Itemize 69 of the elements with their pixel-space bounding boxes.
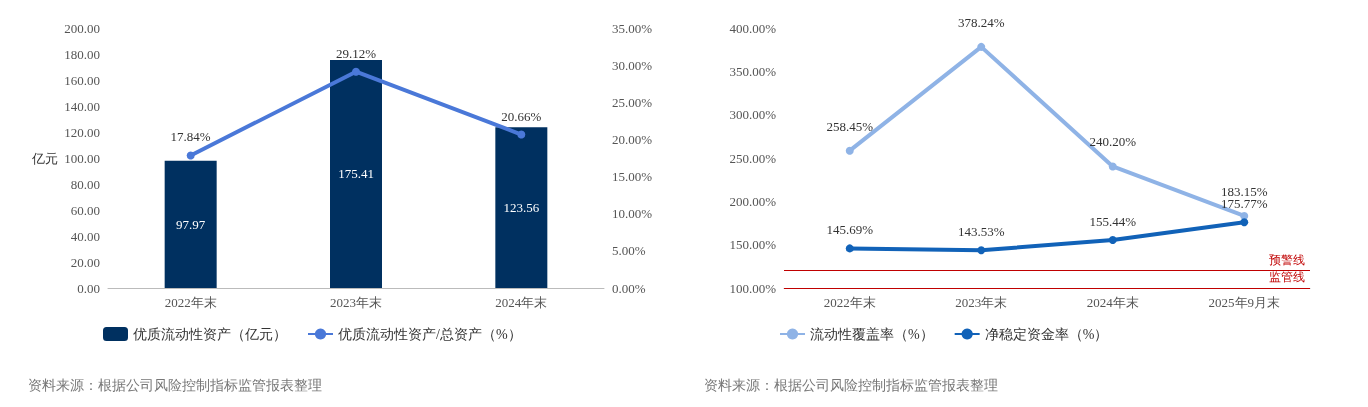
bar [330, 59, 382, 288]
y-tick-label: 160.00 [64, 72, 100, 88]
y-tick-label: 100.00 [64, 150, 100, 166]
y2-tick-label: 5.00% [612, 243, 646, 259]
data-label: 29.12% [335, 45, 377, 61]
data-label: 175.77% [1220, 196, 1268, 212]
y2-tick-label: 30.00% [612, 57, 653, 73]
point [186, 151, 195, 160]
point [517, 130, 526, 139]
y2-tick-label: 15.00% [612, 169, 653, 185]
y-axis-title: 亿元 [31, 150, 59, 166]
legend-label: 净稳定资金率（%） [984, 326, 1109, 342]
x-tick-label: 2024年末 [495, 295, 548, 310]
y-tick-label: 200.00 [64, 20, 100, 36]
y-tick-label: 180.00 [64, 46, 100, 62]
legend-label: 优质流动性资产/总资产（%） [338, 326, 522, 342]
x-tick-label: 2022年末 [823, 295, 876, 310]
y2-tick-label: 10.00% [612, 206, 653, 222]
text: 资料来源：根据公司风险控制指标监管报表整理 [704, 377, 998, 393]
y-tick-label: 300.00% [729, 107, 777, 123]
data-label: 240.20% [1089, 134, 1137, 150]
y-tick-label: 350.00% [729, 63, 777, 79]
y-tick-label: 200.00% [729, 193, 777, 209]
ref-line-label: 监管线 [1269, 270, 1305, 284]
ref-line-label: 预警线 [1269, 252, 1305, 267]
data-label: 123.56 [503, 200, 540, 216]
data-label: 145.69% [826, 222, 874, 238]
point [977, 42, 986, 51]
point [845, 146, 854, 155]
x-tick-label: 2024年末 [1086, 295, 1139, 310]
y-tick-label: 140.00 [64, 98, 100, 114]
data-label: 17.84% [170, 129, 211, 145]
data-label: 97.97 [176, 216, 206, 232]
data-label: 143.53% [957, 224, 1005, 240]
data-label: 183.15% [1220, 183, 1268, 199]
legend-label: 优质流动性资产（亿元） [133, 326, 287, 342]
x-tick-label: 2023年末 [330, 295, 382, 310]
x-tick-label: 2025年9月末 [1208, 295, 1280, 310]
point [1240, 218, 1249, 227]
point [977, 246, 986, 255]
y2-tick-label: 25.00% [612, 94, 653, 110]
point [352, 67, 360, 76]
y2-tick-label: 20.00% [612, 131, 653, 147]
point [1108, 162, 1117, 171]
point [1108, 235, 1117, 244]
y-tick-label: 150.00% [729, 237, 777, 253]
point [845, 244, 854, 253]
y-tick-label: 250.00% [729, 150, 777, 166]
y-tick-label: 100.00% [729, 280, 777, 296]
y-tick-label: 0.00 [77, 280, 100, 296]
y-tick-label: 40.00 [70, 228, 100, 244]
y-tick-label: 20.00 [70, 254, 100, 270]
y2-tick-label: 0.00% [612, 280, 646, 296]
text: 资料来源：根据公司风险控制指标监管报表整理 [28, 377, 322, 393]
bar [495, 127, 548, 288]
data-label: 378.24% [957, 14, 1005, 30]
data-label: 155.44% [1089, 213, 1137, 229]
data-label: 20.66% [501, 108, 542, 124]
y2-tick-label: 35.00% [612, 20, 653, 36]
y-tick-label: 80.00 [70, 176, 100, 192]
y-tick-label: 400.00% [729, 20, 777, 36]
x-tick-label: 2023年末 [955, 295, 1008, 310]
data-label: 258.45% [826, 118, 874, 134]
legend-label: 流动性覆盖率（%） [810, 326, 934, 342]
y-tick-label: 120.00 [64, 124, 100, 140]
data-label: 175.41 [338, 166, 374, 182]
bar [164, 160, 217, 288]
x-tick-label: 2022年末 [164, 295, 217, 310]
y-tick-label: 60.00 [70, 202, 100, 218]
